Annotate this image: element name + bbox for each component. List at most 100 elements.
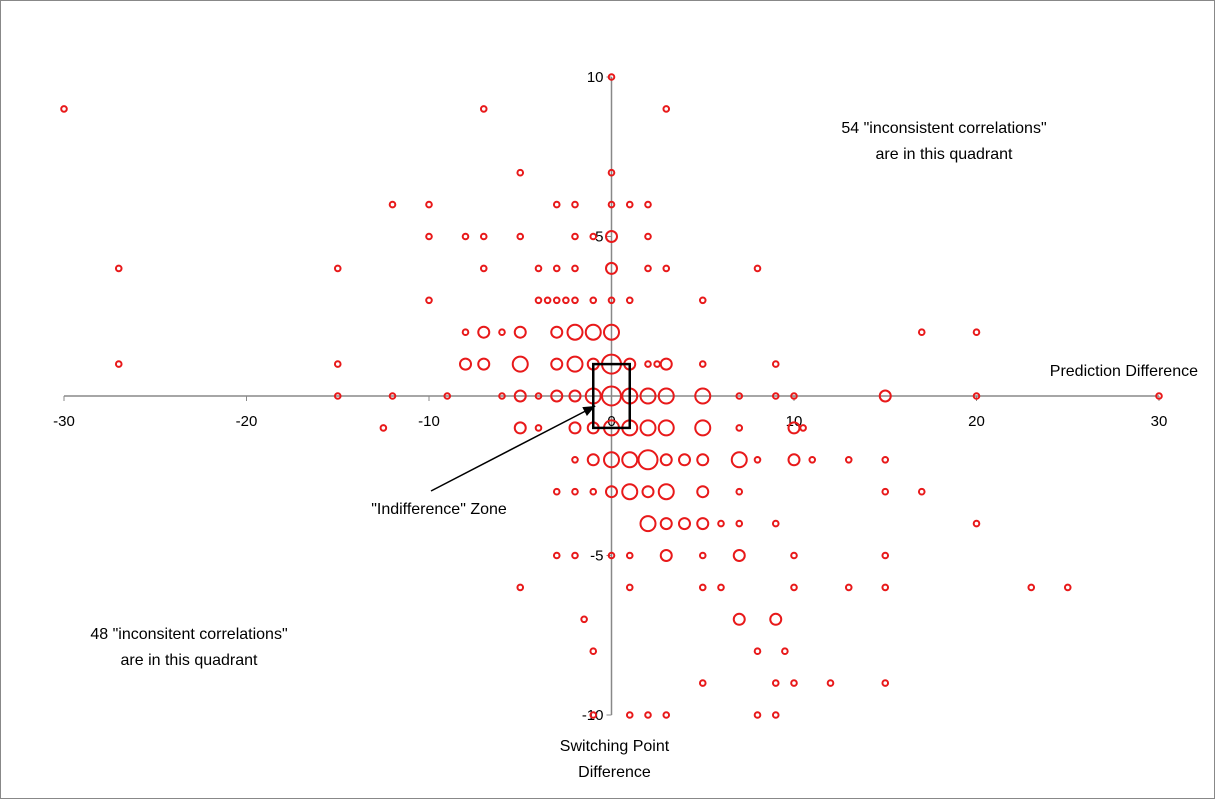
data-point bbox=[625, 583, 634, 592]
upper-right-quadrant-note-line-1: 54 "inconsistent correlations" bbox=[841, 120, 1046, 137]
y-tick-label: -5 bbox=[590, 548, 603, 565]
data-point bbox=[571, 487, 579, 496]
data-point bbox=[790, 392, 798, 400]
data-point bbox=[771, 392, 780, 400]
data-point bbox=[662, 105, 671, 113]
data-point bbox=[479, 264, 488, 273]
data-point bbox=[972, 328, 981, 337]
data-point bbox=[625, 200, 634, 209]
data-point bbox=[566, 355, 584, 373]
data-point bbox=[543, 296, 552, 305]
data-point bbox=[694, 419, 712, 437]
indifference-zone-label: "Indifference" Zone bbox=[371, 501, 507, 518]
data-point bbox=[607, 296, 616, 305]
data-point bbox=[1063, 583, 1072, 592]
data-point bbox=[477, 325, 491, 339]
data-point bbox=[571, 232, 579, 241]
data-point bbox=[753, 264, 762, 273]
data-point bbox=[552, 551, 561, 560]
data-point bbox=[571, 456, 579, 464]
data-point bbox=[644, 711, 652, 719]
data-point bbox=[625, 296, 634, 305]
data-point bbox=[972, 519, 981, 528]
data-point bbox=[379, 424, 388, 432]
data-point bbox=[678, 517, 691, 531]
data-point bbox=[644, 200, 652, 209]
data-point bbox=[790, 679, 798, 687]
data-point bbox=[459, 357, 472, 371]
data-point bbox=[644, 264, 652, 273]
data-point bbox=[568, 389, 582, 403]
data-point bbox=[513, 421, 527, 435]
data-point bbox=[534, 264, 543, 273]
data-point bbox=[717, 583, 725, 592]
data-point bbox=[516, 168, 525, 177]
data-point bbox=[698, 296, 707, 305]
data-point bbox=[881, 583, 890, 592]
data-point bbox=[621, 483, 639, 501]
data-point bbox=[605, 230, 618, 243]
data-point bbox=[735, 487, 744, 496]
data-point bbox=[659, 357, 673, 371]
y-axis-title-line-2: Difference bbox=[578, 764, 651, 781]
data-point bbox=[589, 711, 598, 719]
data-point bbox=[787, 453, 801, 467]
data-point bbox=[753, 711, 762, 719]
data-point bbox=[678, 453, 691, 467]
data-point bbox=[550, 325, 564, 339]
data-point bbox=[653, 360, 661, 368]
data-point bbox=[826, 679, 835, 687]
data-point bbox=[603, 323, 620, 341]
data-point bbox=[425, 296, 433, 305]
data-point bbox=[844, 583, 853, 592]
data-point bbox=[662, 264, 671, 273]
upper-right-quadrant-note-line-2: are in this quadrant bbox=[876, 146, 1014, 163]
data-point bbox=[694, 387, 712, 405]
data-point bbox=[735, 392, 744, 400]
data-point bbox=[550, 357, 564, 371]
data-point bbox=[443, 392, 452, 400]
data-point bbox=[607, 168, 616, 177]
data-point bbox=[607, 551, 616, 560]
y-tick-label: 10 bbox=[587, 69, 604, 86]
indifference-arrow-line bbox=[430, 405, 596, 492]
data-point bbox=[511, 355, 529, 373]
data-point bbox=[878, 389, 892, 403]
data-point bbox=[769, 612, 783, 626]
x-tick-label: -30 bbox=[53, 413, 75, 430]
data-point bbox=[333, 392, 342, 400]
data-point bbox=[562, 296, 570, 305]
data-point bbox=[771, 360, 780, 368]
data-point bbox=[425, 232, 433, 241]
data-point bbox=[698, 583, 707, 592]
data-point bbox=[534, 296, 543, 305]
data-point bbox=[552, 200, 561, 209]
data-point bbox=[552, 296, 561, 305]
data-point bbox=[657, 419, 675, 437]
data-point bbox=[584, 323, 602, 341]
data-point bbox=[571, 200, 579, 209]
data-point bbox=[566, 323, 584, 341]
data-point bbox=[571, 551, 579, 560]
data-point bbox=[571, 264, 579, 273]
data-point bbox=[881, 551, 890, 560]
lower-left-quadrant-note-line-1: 48 "inconsitent correlations" bbox=[90, 626, 287, 643]
data-point bbox=[516, 583, 525, 592]
data-point bbox=[639, 515, 657, 533]
data-point bbox=[552, 264, 561, 273]
indifference-zone bbox=[592, 362, 631, 430]
y-tick-label: -10 bbox=[582, 707, 604, 724]
data-point bbox=[580, 615, 588, 624]
data-point bbox=[696, 453, 710, 467]
data-point bbox=[516, 232, 525, 241]
data-point bbox=[735, 424, 744, 432]
data-point bbox=[808, 456, 817, 464]
data-point bbox=[607, 73, 616, 81]
data-point bbox=[657, 387, 675, 405]
data-point bbox=[388, 392, 397, 400]
data-point bbox=[568, 421, 582, 435]
data-point bbox=[659, 517, 673, 531]
data-point bbox=[571, 296, 579, 305]
